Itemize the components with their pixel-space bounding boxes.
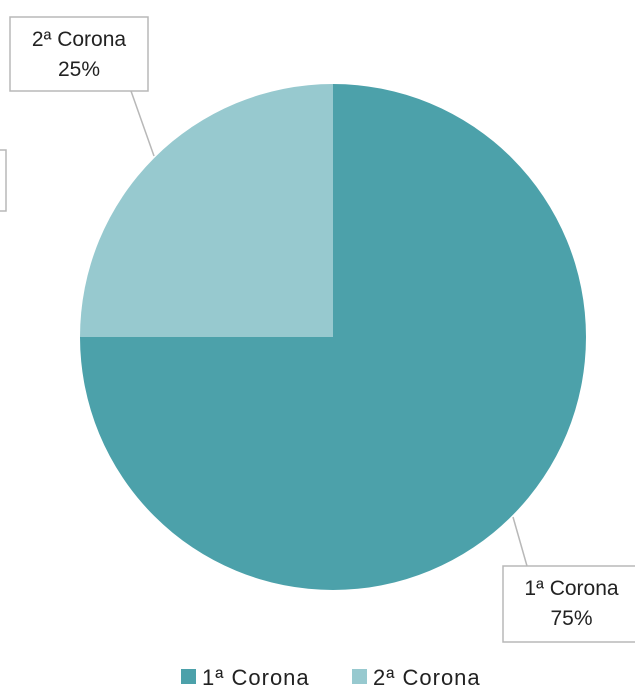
data-label-callouts: 1ª Corona 75% 2ª Corona 25% bbox=[0, 16, 635, 643]
callout-category-label: 1ª Corona bbox=[524, 577, 618, 600]
legend-swatch bbox=[352, 669, 367, 684]
callout-box bbox=[9, 16, 149, 92]
callout-box bbox=[502, 565, 635, 643]
pie-slices bbox=[80, 84, 586, 590]
callout-category-label: 2ª Corona bbox=[32, 28, 126, 51]
callout-percent-label: 75% bbox=[550, 607, 592, 630]
leader-line bbox=[130, 90, 155, 157]
callout-2-corona: 2ª Corona 25% bbox=[9, 16, 155, 157]
legend-label: 1ª Corona bbox=[202, 665, 310, 690]
legend-label: 2ª Corona bbox=[373, 665, 481, 690]
legend-item-1-corona: 1ª Corona bbox=[181, 665, 310, 690]
legend-item-2-corona: 2ª Corona bbox=[352, 665, 481, 690]
leader-line bbox=[512, 516, 528, 567]
callout-percent-label: 25% bbox=[58, 58, 100, 81]
callout-box-clipped bbox=[0, 149, 7, 212]
callout-1-corona: 1ª Corona 75% bbox=[502, 516, 635, 643]
pie-slice-2-corona bbox=[80, 84, 333, 337]
legend-swatch bbox=[181, 669, 196, 684]
chart-legend: 1ª Corona 2ª Corona bbox=[181, 665, 481, 690]
